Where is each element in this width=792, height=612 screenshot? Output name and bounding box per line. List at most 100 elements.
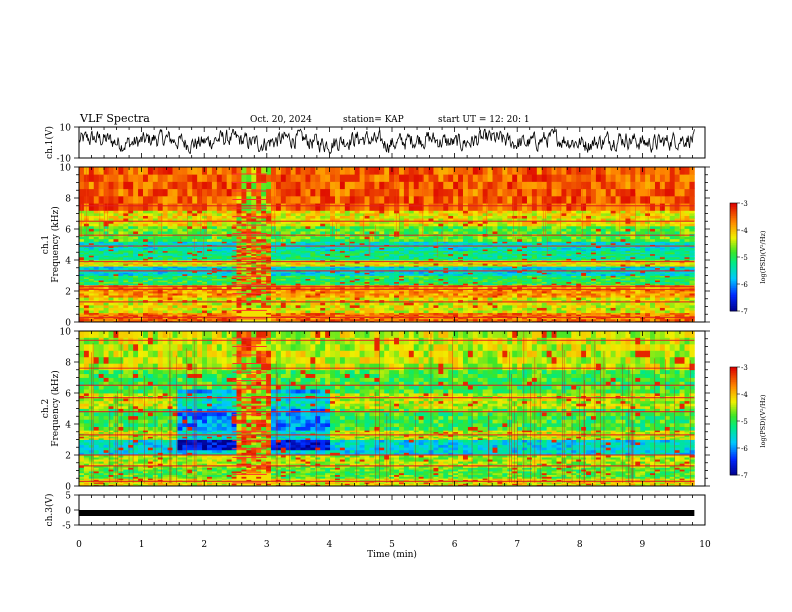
heatmap-cell (409, 297, 414, 300)
heatmap-cell (384, 181, 389, 189)
heatmap-cell (350, 305, 355, 308)
heatmap-cell (202, 203, 207, 211)
heatmap-cell (227, 189, 232, 197)
heatmap-cell (286, 210, 291, 213)
heatmap-cell (104, 305, 109, 308)
heatmap-cell (123, 174, 128, 182)
heatmap-cell (301, 203, 306, 211)
heatmap-cell (138, 189, 143, 197)
heatmap-cell (414, 223, 419, 226)
heatmap-cell (384, 305, 389, 308)
heatmap-cell (394, 308, 399, 311)
heatmap-cell (310, 210, 315, 213)
heatmap-cell (276, 174, 281, 182)
heatmap-cell (438, 305, 443, 308)
heatmap-cell (148, 196, 153, 204)
heatmap-cell (384, 216, 389, 219)
heatmap-cell (79, 167, 84, 175)
heatmap-cell (217, 310, 222, 313)
heatmap-cell (399, 226, 404, 229)
heatmap-cell (301, 231, 306, 234)
heatmap-cell (232, 297, 237, 300)
heatmap-cell (404, 231, 409, 234)
heatmap-cell (281, 231, 286, 234)
heatmap-cell (320, 213, 325, 216)
heatmap-cell (360, 297, 365, 300)
heatmap-cell (379, 189, 384, 197)
heatmap-cell (113, 210, 118, 213)
heatmap-cell (227, 239, 232, 242)
heatmap-cell (94, 210, 99, 213)
heatmap-cell (177, 196, 182, 204)
heatmap-cell (187, 297, 192, 300)
heatmap-cell (310, 189, 315, 197)
heatmap-cell (192, 196, 197, 204)
heatmap-cell (404, 310, 409, 313)
heatmap-cell (424, 297, 429, 300)
heatmap-cell (419, 239, 424, 242)
heatmap-cell (291, 210, 296, 213)
heatmap-cell (384, 203, 389, 211)
heatmap-cell (237, 305, 242, 308)
heatmap-cell (109, 181, 114, 189)
heatmap-cell (232, 213, 237, 216)
heatmap-cell (256, 226, 261, 229)
heatmap-cell (251, 189, 256, 197)
heatmap-cell (389, 196, 394, 204)
heatmap-cell (374, 239, 379, 242)
heatmap-cell (419, 167, 424, 175)
heatmap-cell (286, 181, 291, 189)
heatmap-cell (429, 216, 434, 219)
heatmap-cell (113, 297, 118, 300)
heatmap-cell (389, 302, 394, 305)
heatmap-cell (173, 174, 178, 182)
heatmap-cell (168, 310, 173, 313)
heatmap-cell (384, 308, 389, 311)
heatmap-cell (296, 167, 301, 175)
heatmap-cell (355, 226, 360, 229)
heatmap-cell (138, 174, 143, 182)
heatmap-cell (227, 181, 232, 189)
heatmap-cell (182, 203, 187, 211)
heatmap-cell (345, 308, 350, 311)
heatmap-cell (315, 226, 320, 229)
heatmap-cell (438, 236, 443, 239)
heatmap-cell (394, 216, 399, 219)
heatmap-cell (158, 239, 163, 242)
heatmap-cell (173, 231, 178, 234)
heatmap-cell (212, 210, 217, 213)
heatmap-cell (143, 239, 148, 242)
heatmap-cell (360, 210, 365, 213)
heatmap-cell (389, 181, 394, 189)
heatmap-cell (365, 226, 370, 229)
heatmap-cell (433, 210, 438, 213)
heatmap-cell (182, 216, 187, 219)
heatmap-cell (266, 181, 271, 189)
heatmap-cell (143, 167, 148, 175)
heatmap-cell (222, 189, 227, 197)
heatmap-cell (296, 310, 301, 313)
heatmap-cell (143, 181, 148, 189)
heatmap-cell (286, 223, 291, 226)
heatmap-cell (335, 308, 340, 311)
heatmap-cell (89, 210, 94, 213)
heatmap-cell (424, 310, 429, 313)
heatmap-cell (133, 216, 138, 219)
heatmap-cell (296, 210, 301, 213)
heatmap-cell (414, 228, 419, 231)
heatmap-cell (315, 228, 320, 231)
heatmap-cell (246, 297, 251, 300)
heatmap-cell (187, 228, 192, 231)
heatmap-cell (271, 181, 276, 189)
heatmap-cell (310, 174, 315, 182)
heatmap-cell (182, 239, 187, 242)
heatmap-cell (266, 236, 271, 239)
heatmap-cell (94, 189, 99, 197)
heatmap-cell (340, 223, 345, 226)
heatmap-cell (305, 305, 310, 308)
heatmap-cell (345, 231, 350, 234)
heatmap-cell (143, 216, 148, 219)
heatmap-cell (374, 181, 379, 189)
heatmap-cell (394, 174, 399, 182)
heatmap-cell (433, 223, 438, 226)
